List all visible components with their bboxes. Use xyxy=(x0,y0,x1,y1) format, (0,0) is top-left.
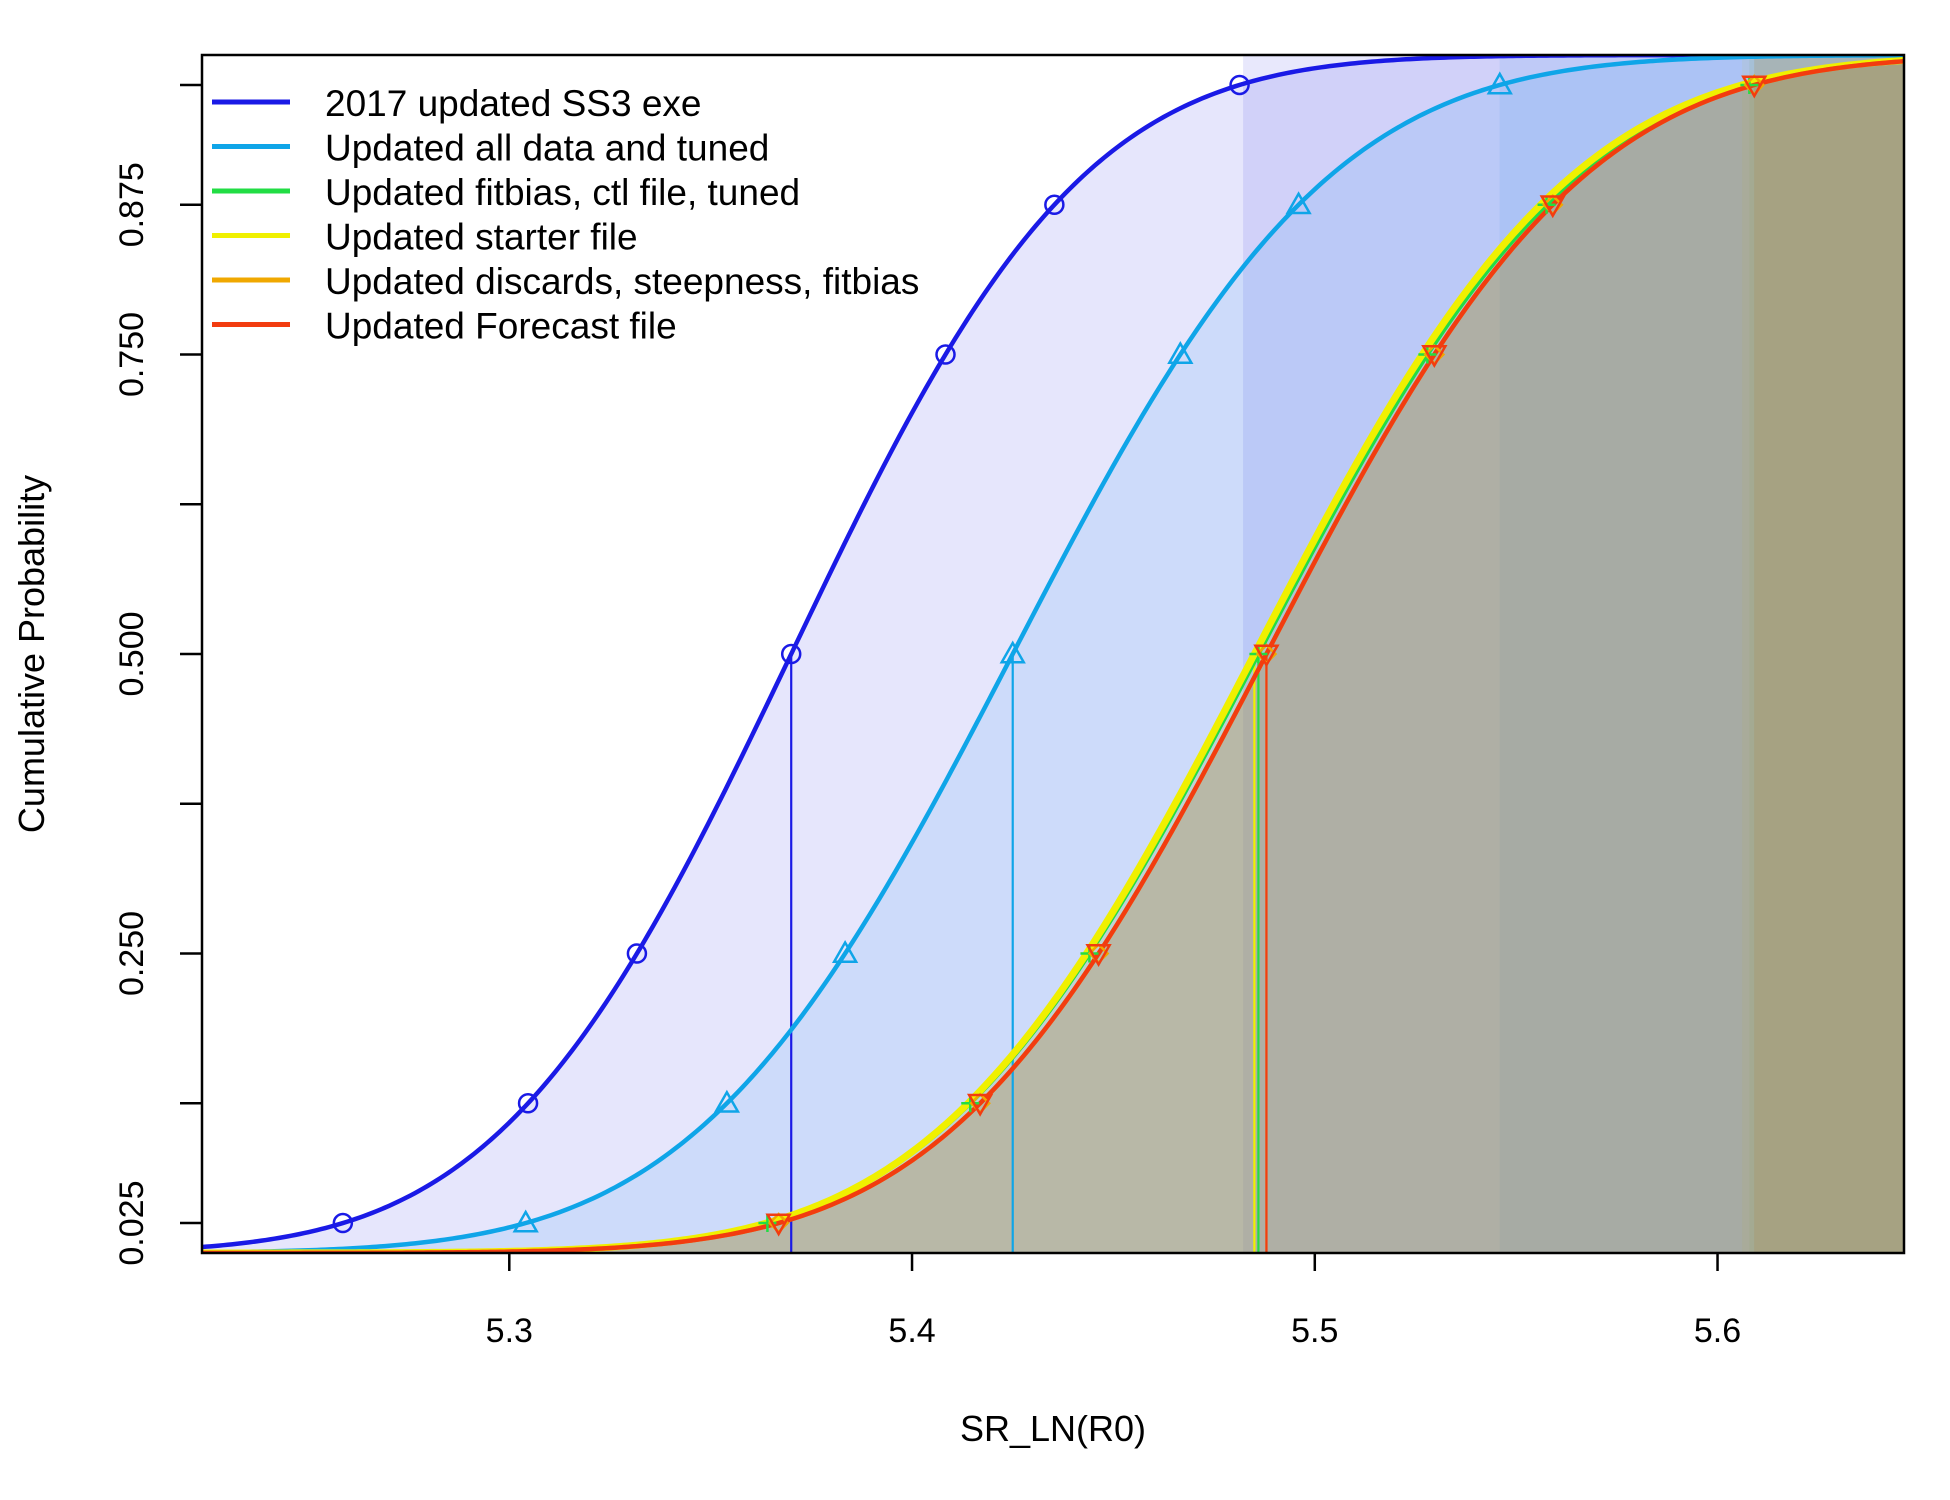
y-axis: 0.025 0.250 0.500 0.750 0.875 xyxy=(113,83,202,1266)
quantile-marker xyxy=(517,1093,539,1114)
legend-label: Updated fitbias, ctl file, tuned xyxy=(325,172,800,213)
quantile-marker xyxy=(780,643,802,665)
quantile-marker xyxy=(512,1209,539,1233)
y-tick-label: 0.750 xyxy=(113,312,151,397)
legend-label: Updated starter file xyxy=(325,217,638,258)
legend-label: Updated all data and tuned xyxy=(325,128,769,169)
shaded-areas xyxy=(202,55,1904,1253)
tail-shade xyxy=(1243,55,1904,1253)
x-tick-label: 5.6 xyxy=(1694,1312,1741,1350)
y-tick-label: 0.025 xyxy=(113,1181,151,1266)
quantile-marker xyxy=(1539,195,1566,219)
x-axis-title: SR_LN(R0) xyxy=(960,1408,1146,1449)
quantile-marker xyxy=(1285,191,1312,215)
median-lines xyxy=(790,654,1268,1253)
area-fill xyxy=(202,55,1904,1253)
quantile-marker xyxy=(626,943,648,964)
y-tick-label: 0.500 xyxy=(113,611,151,696)
area-fill xyxy=(202,55,1904,1253)
area-fill xyxy=(202,61,1904,1253)
x-tick-label: 5.4 xyxy=(888,1312,935,1350)
x-tick-label: 5.5 xyxy=(1291,1312,1338,1350)
quantile-markers xyxy=(332,71,1768,1237)
quantile-marker xyxy=(966,1093,994,1117)
quantile-marker xyxy=(1486,71,1513,95)
tail-shade xyxy=(1754,55,1904,1253)
y-tick-label: 0.250 xyxy=(113,911,151,996)
y-axis-title: Cumulative Probability xyxy=(11,475,52,833)
tail-shade xyxy=(1754,55,1904,1253)
x-axis: 5.3 5.4 5.5 5.6 xyxy=(486,1253,1741,1350)
quantile-marker xyxy=(935,344,956,365)
quantile-marker xyxy=(1229,74,1250,96)
area-fill xyxy=(202,60,1904,1253)
cdf-curve xyxy=(202,55,1904,1253)
legend-label: Updated Forecast file xyxy=(325,306,677,347)
legend-label: Updated discards, steepness, fitbias xyxy=(325,261,919,302)
y-tick-label: 0.875 xyxy=(113,162,151,247)
quantile-marker xyxy=(1167,340,1194,364)
x-tick-label: 5.3 xyxy=(486,1312,533,1350)
quantile-marker xyxy=(1253,644,1280,668)
quantile-marker xyxy=(999,640,1026,664)
area-fill xyxy=(202,61,1904,1253)
area-fill xyxy=(202,60,1904,1253)
quantile-marker xyxy=(1421,345,1448,369)
quantile-marker xyxy=(831,939,859,963)
quantile-marker xyxy=(1085,944,1112,968)
quantile-marker xyxy=(765,1213,792,1237)
quantile-marker xyxy=(1741,75,1768,99)
tail-shade xyxy=(1499,55,1904,1253)
quantile-marker xyxy=(713,1089,741,1113)
legend-label: 2017 updated SS3 exe xyxy=(325,83,702,124)
quantile-marker xyxy=(332,1212,354,1234)
quantile-marker xyxy=(1044,194,1065,215)
tail-shade xyxy=(1742,55,1904,1253)
tail-shade xyxy=(1749,55,1904,1253)
